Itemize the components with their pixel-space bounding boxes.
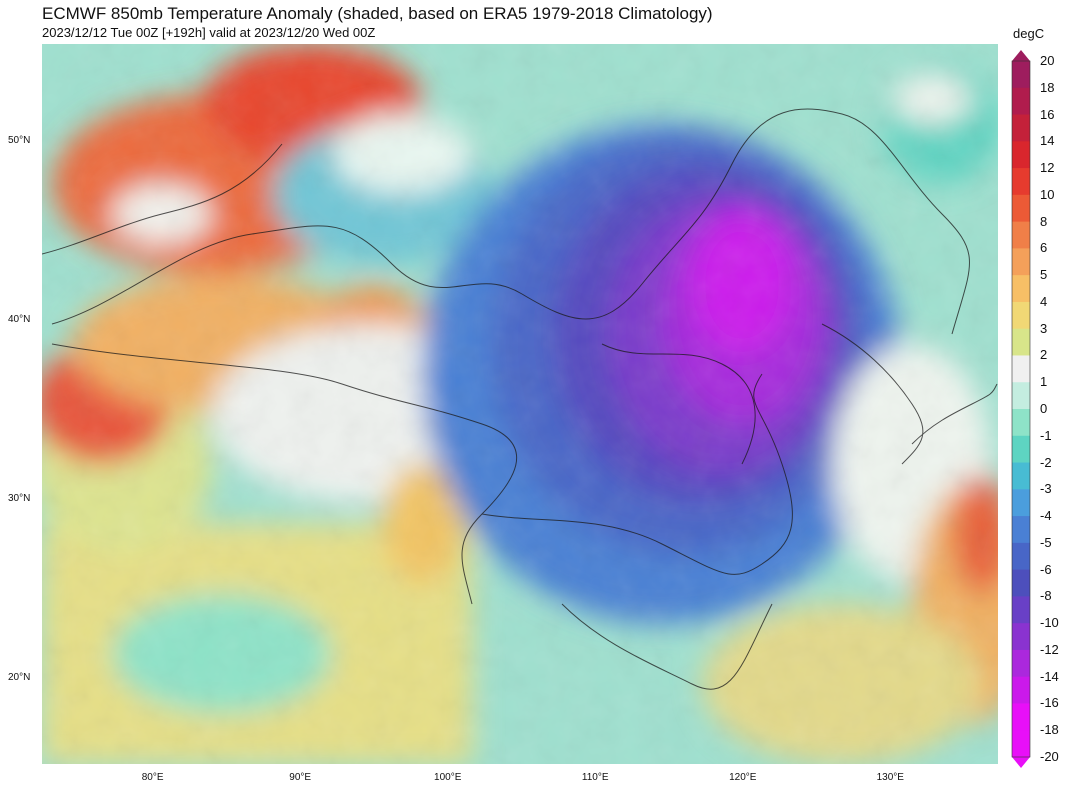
- colorbar-swatch: [1012, 301, 1030, 330]
- lon-label: 80°E: [141, 772, 164, 783]
- colorbar-swatch: [1012, 355, 1030, 383]
- colorbar-swatch: [1012, 87, 1030, 116]
- lon-label: 120°E: [729, 772, 757, 783]
- colorbar-tick-label: 8: [1040, 213, 1048, 229]
- colorbar-swatch: [1012, 596, 1030, 624]
- lat-label: 40°N: [8, 313, 31, 325]
- colorbar-swatch: [1012, 194, 1030, 223]
- colorbar-tick-label: -12: [1040, 641, 1059, 657]
- colorbar-tick-label: 18: [1040, 79, 1055, 95]
- lat-label: 30°N: [8, 492, 31, 504]
- colorbar-swatch: [1012, 382, 1030, 410]
- colorbar-tick-label: -18: [1040, 722, 1059, 738]
- colorbar-swatch: [1012, 542, 1030, 571]
- colorbar-swatch: [1012, 114, 1030, 142]
- colorbar-tick-label: -6: [1040, 561, 1052, 577]
- colorbar-tick-label: 16: [1040, 106, 1055, 122]
- colorbar-swatch: [1012, 676, 1030, 704]
- colorbar-tick-label: 3: [1040, 320, 1048, 336]
- colorbar-swatch: [1012, 703, 1030, 731]
- colorbar-tick-label: -5: [1040, 534, 1052, 550]
- colorbar-swatch: [1012, 328, 1030, 356]
- colorbar-tick-label: -3: [1040, 481, 1052, 497]
- colorbar-tick-label: 5: [1040, 267, 1048, 283]
- colorbar-swatch: [1012, 168, 1030, 196]
- colorbar-tick-label: 2: [1040, 347, 1048, 363]
- colorbar-bottom-arrow: [1012, 757, 1030, 768]
- colorbar-swatch: [1012, 569, 1030, 597]
- anomaly-map: [42, 44, 998, 764]
- colorbar: [1011, 50, 1031, 768]
- lon-label: 90°E: [289, 772, 312, 783]
- colorbar-tick-label: -14: [1040, 668, 1059, 684]
- colorbar-tick-label: 0: [1040, 401, 1048, 416]
- colorbar-swatch: [1012, 489, 1030, 517]
- lat-label: 50°N: [8, 134, 31, 146]
- colorbar-tick-label: -10: [1040, 615, 1059, 631]
- colorbar-swatch: [1012, 649, 1030, 678]
- colorbar-tick-label: 1: [1040, 374, 1048, 390]
- colorbar-top-arrow: [1012, 50, 1030, 61]
- colorbar-tick-label: 10: [1040, 186, 1055, 202]
- colorbar-tick-label: -20: [1040, 749, 1059, 764]
- lon-label: 130°E: [876, 772, 904, 783]
- colorbar-swatch: [1012, 462, 1030, 490]
- lon-label: 100°E: [434, 772, 462, 783]
- colorbar-swatch: [1012, 435, 1030, 464]
- colorbar-swatch: [1012, 409, 1030, 437]
- colorbar-tick-label: 20: [1040, 53, 1055, 68]
- colorbar-tick-label: -4: [1040, 508, 1052, 524]
- colorbar-tick-label: 12: [1040, 160, 1055, 176]
- colorbar-swatch: [1012, 275, 1030, 303]
- colorbar-swatch: [1012, 141, 1030, 169]
- colorbar-unit: degC: [1013, 26, 1045, 41]
- colorbar-tick-label: -2: [1040, 454, 1052, 470]
- colorbar-tick-label: -16: [1040, 695, 1059, 711]
- colorbar-swatch: [1012, 516, 1030, 544]
- colorbar-swatch: [1012, 730, 1030, 758]
- colorbar-swatch: [1012, 248, 1030, 276]
- lon-label: 110°E: [581, 772, 609, 783]
- chart-title: ECMWF 850mb Temperature Anomaly (shaded,…: [42, 4, 713, 23]
- colorbar-tick-label: -8: [1040, 588, 1052, 604]
- colorbar-swatch: [1012, 221, 1030, 249]
- chart-subtitle: 2023/12/12 Tue 00Z [+192h] valid at 2023…: [42, 25, 376, 40]
- boundaries: [42, 108, 998, 690]
- colorbar-tick-label: -1: [1040, 427, 1052, 443]
- colorbar-swatch: [1012, 623, 1030, 651]
- colorbar-tick-label: 14: [1040, 133, 1055, 149]
- lat-label: 20°N: [8, 672, 31, 684]
- colorbar-swatch: [1012, 61, 1030, 89]
- colorbar-tick-label: 6: [1040, 240, 1048, 256]
- colorbar-tick-label: 4: [1040, 293, 1048, 309]
